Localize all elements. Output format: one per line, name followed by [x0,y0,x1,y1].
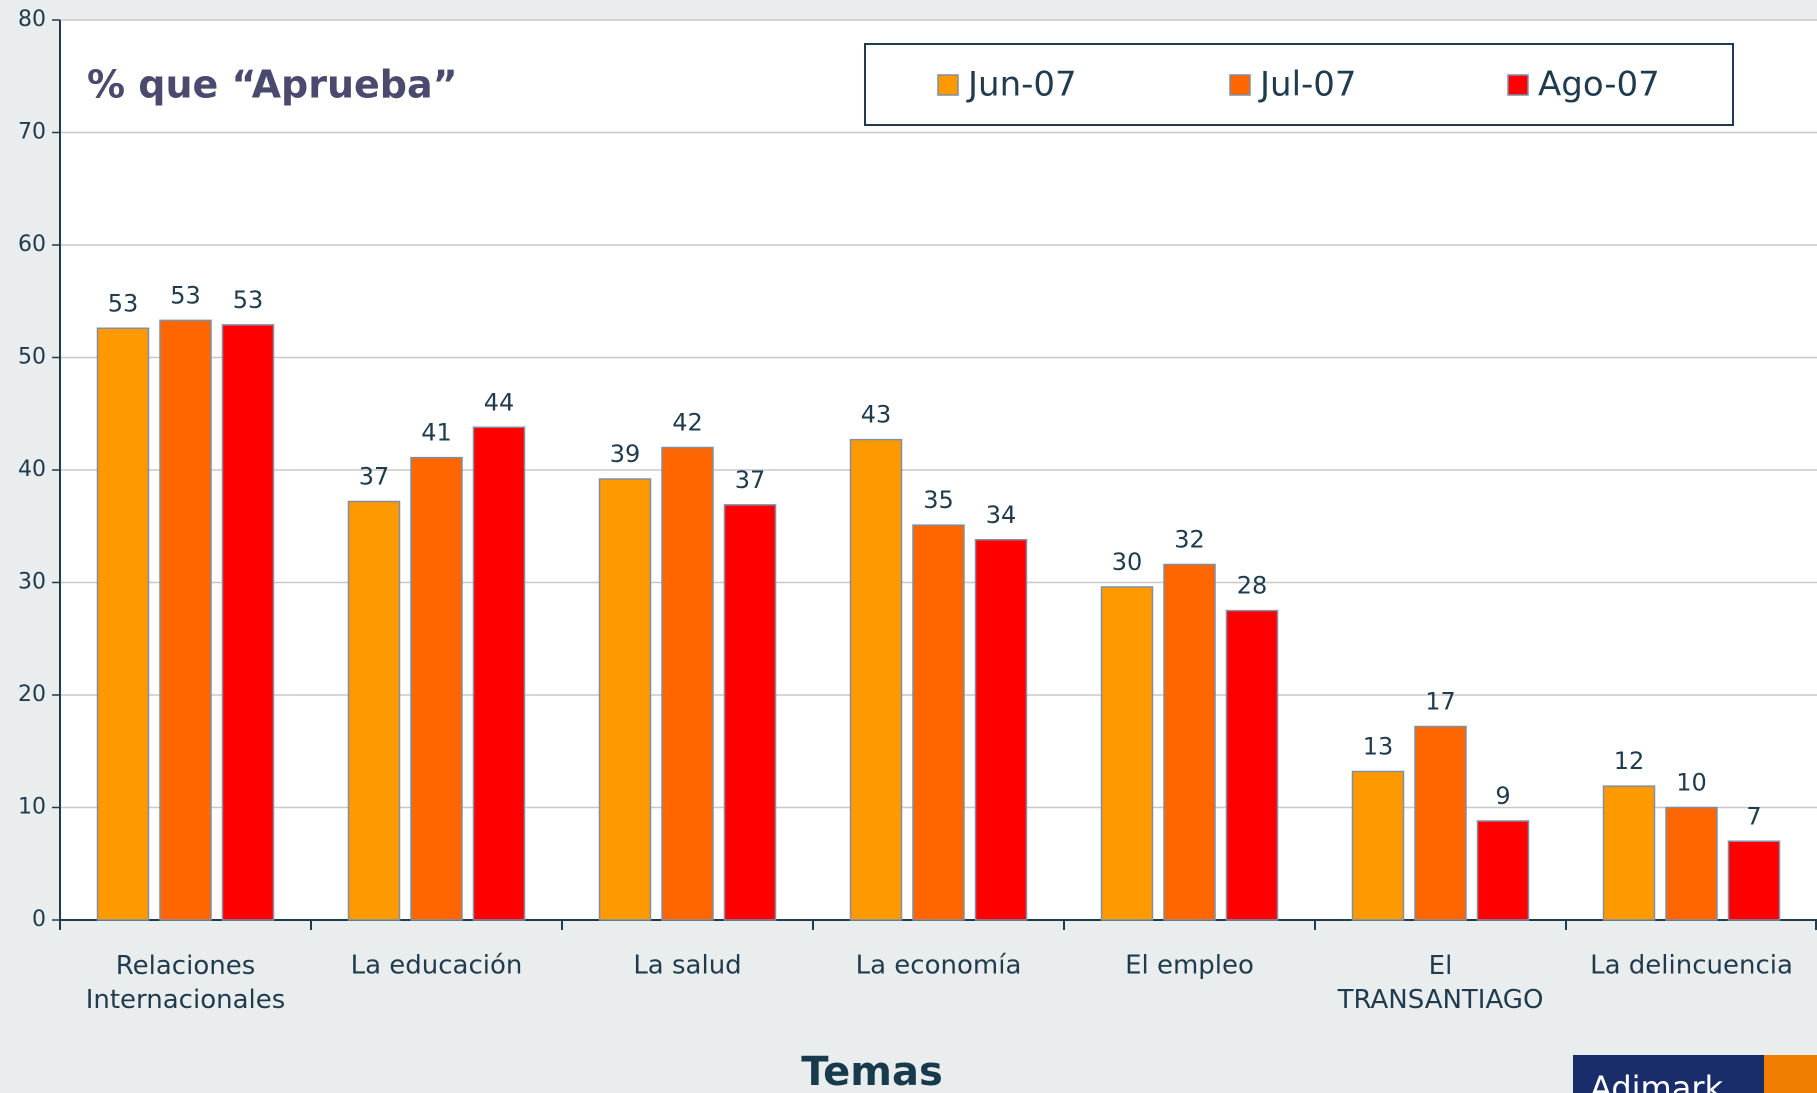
data-label: 37 [359,463,390,491]
data-label: 9 [1495,782,1510,810]
data-label: 32 [1174,526,1205,554]
bar [1225,609,1279,921]
data-label: 28 [1237,572,1268,600]
bar [1100,586,1154,921]
y-tick-label: 0 [32,907,46,932]
data-label: 42 [672,409,703,437]
bar [1414,725,1467,921]
bar [410,456,463,921]
x-tick-label: La economía [856,951,1022,981]
bar [96,327,150,921]
x-tick-label: El TRANSANTIAGO [1337,951,1544,1015]
logo-text: Adimark [1590,1069,1723,1093]
bar [159,319,212,921]
x-tick-label: La delincuencia [1590,951,1793,981]
chart-title: % que “Aprueba” [87,63,458,107]
x-tick-label: La educación [351,951,523,981]
bar [1476,820,1530,921]
y-tick-label: 70 [18,120,46,145]
legend-label: Ago-07 [1538,65,1660,105]
data-label: 35 [923,486,954,514]
legend-swatch [1507,74,1529,96]
bar [221,324,275,921]
bar [723,504,777,921]
data-label: 53 [233,286,264,314]
bar [974,539,1028,921]
data-label: 12 [1614,747,1645,775]
y-tick-label: 60 [18,232,46,257]
data-label: 7 [1746,802,1761,830]
data-label: 13 [1363,733,1394,761]
data-label: 34 [986,501,1017,529]
bar [598,478,652,921]
bar [347,500,401,921]
legend-swatch [1229,74,1251,96]
y-tick-label: 80 [18,7,46,32]
data-label: 30 [1112,548,1143,576]
data-label: 53 [170,281,201,309]
bar [912,524,965,921]
y-tick-label: 30 [18,570,46,595]
data-label: 39 [610,440,641,468]
bar [472,426,526,921]
y-tick-label: 20 [18,682,46,707]
bar [1351,770,1405,921]
logo-accent [1764,1055,1817,1093]
data-label: 37 [735,466,766,494]
y-tick-label: 40 [18,457,46,482]
x-axis-title: Temas [801,1049,943,1093]
bar [1727,840,1781,921]
y-tick-label: 10 [18,795,46,820]
bar [661,446,714,921]
legend-swatch [937,74,959,96]
x-tick-label: Relaciones Internacionales [86,951,286,1015]
data-label: 17 [1425,688,1456,716]
x-tick-label: El empleo [1125,951,1254,981]
data-label: 43 [861,401,892,429]
y-tick-label: 50 [18,345,46,370]
data-label: 10 [1676,769,1707,797]
legend-label: Jun-07 [966,65,1077,105]
bar [849,438,903,921]
bar [1602,785,1656,921]
data-label: 44 [484,388,515,416]
x-tick-label: La salud [633,951,741,981]
bar [1163,563,1216,921]
bar [1665,806,1718,921]
data-label: 41 [421,419,452,447]
data-label: 53 [108,289,139,317]
legend-box [864,43,1734,126]
legend-label: Jul-07 [1258,65,1357,105]
